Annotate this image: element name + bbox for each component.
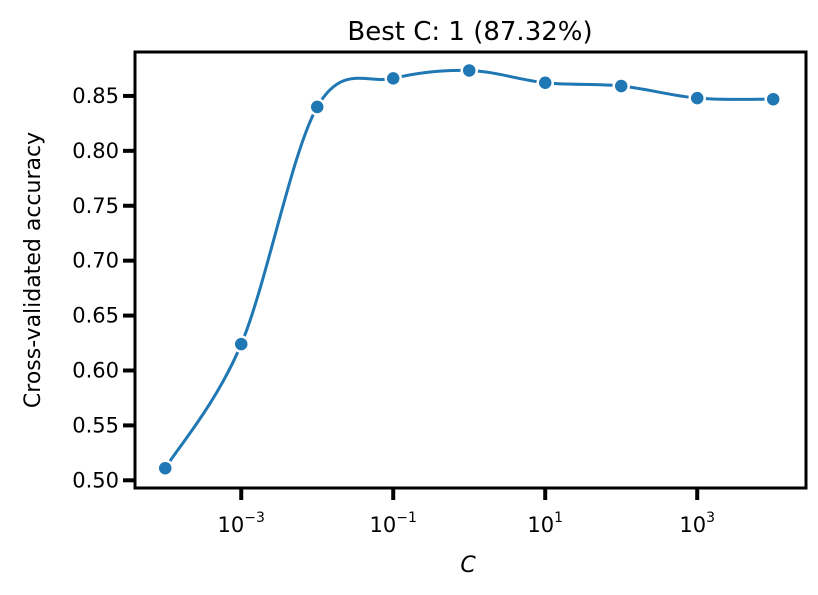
data-point	[536, 74, 554, 92]
x-axis-label: C	[460, 553, 476, 578]
x-tick-label: 10−1	[370, 510, 417, 537]
data-point	[460, 61, 478, 80]
y-tick-label: 0.65	[72, 304, 119, 328]
y-tick-label: 0.85	[72, 84, 119, 108]
data-point	[688, 89, 706, 107]
data-point	[384, 69, 402, 88]
y-axis: 0.50 0.55 0.60 0.65 0.70 0.75 0.80 0.85	[72, 84, 135, 492]
x-tick-base: 10	[370, 513, 397, 537]
y-tick-label: 0.70	[72, 249, 119, 273]
x-tick-base: 10	[218, 513, 245, 537]
y-tick-label: 0.55	[72, 413, 119, 437]
y-tick-label: 0.50	[72, 468, 119, 492]
data-point	[232, 335, 250, 353]
x-tick-base: 10	[679, 513, 706, 537]
y-axis-label: Cross-validated accuracy	[21, 132, 46, 408]
data-point	[156, 459, 174, 477]
y-tick-label: 0.60	[72, 358, 119, 382]
data-point	[612, 77, 630, 95]
x-tick-label: 103	[679, 510, 715, 537]
y-tick-label: 0.80	[72, 139, 119, 163]
x-tick-exponent: −3	[244, 510, 265, 526]
x-tick-exponent: −1	[396, 510, 417, 526]
series-line	[163, 68, 774, 470]
plot-frame	[133, 50, 808, 490]
series-accuracy	[156, 61, 782, 477]
x-tick-label: 101	[527, 510, 563, 537]
x-tick-exponent: 3	[706, 510, 715, 526]
data-point	[764, 90, 782, 108]
y-tick-label: 0.75	[72, 194, 119, 218]
x-tick-exponent: 1	[554, 510, 563, 526]
x-tick-label: 10−3	[218, 510, 265, 537]
x-tick-base: 10	[527, 513, 554, 537]
data-point	[308, 98, 326, 116]
chart-title: Best C: 1 (87.32%)	[347, 17, 592, 47]
x-axis: 10−3 10−1 101 103	[218, 488, 715, 537]
